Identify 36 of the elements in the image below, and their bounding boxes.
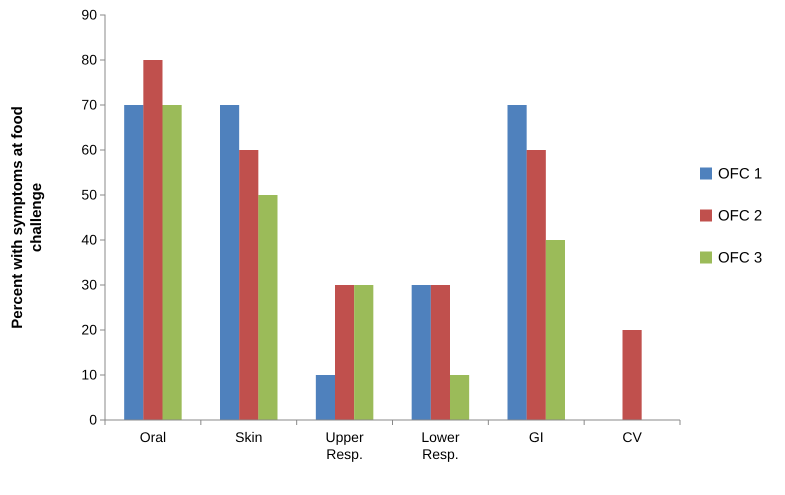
x-tick-label: Upper Resp. (326, 429, 364, 462)
bar (220, 105, 240, 420)
legend-label: OFC 3 (718, 250, 762, 266)
bar (162, 105, 182, 420)
bar (239, 150, 258, 420)
bar (143, 60, 162, 420)
y-tick-label: 0 (89, 411, 98, 428)
y-tick-label: 30 (81, 276, 98, 292)
x-tick-label: CV (622, 429, 642, 445)
bar (316, 375, 335, 420)
bar (430, 285, 450, 420)
y-tick-label: 50 (81, 186, 98, 202)
legend-label: OFC 1 (718, 166, 762, 182)
bar (508, 105, 527, 420)
bar (412, 285, 431, 420)
bar (546, 240, 565, 420)
y-tick-label: 70 (81, 96, 98, 112)
bar (335, 285, 354, 420)
x-tick-label: Oral (140, 429, 166, 445)
legend-label: OFC 2 (718, 208, 762, 224)
x-tick-label: GI (528, 429, 544, 445)
x-tick-label: Lower Resp. (421, 429, 460, 462)
y-tick-label: 20 (81, 321, 98, 338)
y-axis-title: Percent with symptoms at food challenge (9, 106, 45, 329)
y-tick-label: 80 (81, 51, 98, 68)
bar (622, 330, 642, 420)
bar (450, 375, 470, 420)
y-tick-label: 90 (81, 6, 98, 22)
bar (526, 150, 546, 420)
bar (124, 105, 144, 420)
y-tick-label: 10 (81, 366, 98, 382)
bar (354, 285, 374, 420)
x-tick-label: Skin (235, 429, 262, 445)
bar (258, 195, 278, 420)
y-tick-label: 60 (81, 141, 98, 158)
y-tick-label: 40 (81, 231, 98, 248)
